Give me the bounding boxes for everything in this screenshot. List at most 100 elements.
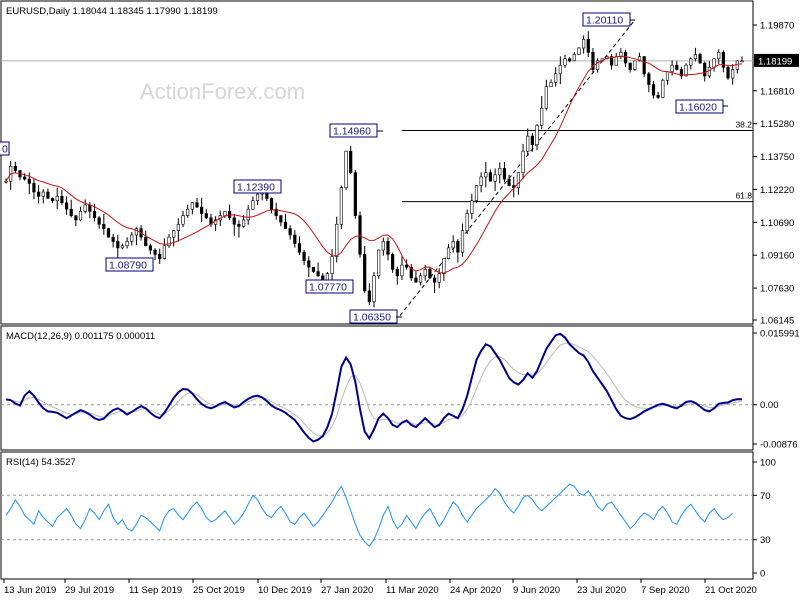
candle-body: [558, 64, 562, 75]
candle-body: [130, 234, 134, 242]
candle-body: [190, 202, 194, 210]
candle-body: [344, 150, 348, 189]
candle-body: [106, 228, 111, 238]
candle-body: [633, 60, 637, 70]
candle-body: [661, 79, 665, 98]
candle-body: [642, 56, 646, 75]
candle-body: [241, 219, 246, 227]
macd-tick-label: 0.00: [760, 400, 779, 411]
candle-body: [493, 174, 497, 182]
candle-body: [120, 245, 125, 249]
candle-body: [675, 64, 679, 70]
candle-body: [97, 217, 101, 225]
candle-body: [460, 230, 465, 253]
candle-body: [293, 234, 297, 244]
x-tick-label: 23 Jul 2020: [577, 585, 626, 596]
rsi-tick-label: 70: [760, 491, 771, 502]
candle-body: [302, 251, 306, 262]
candle-body: [707, 67, 711, 77]
candle-body: [204, 213, 208, 219]
candle-body: [544, 86, 548, 109]
candle-body: [684, 64, 688, 77]
candle-body: [535, 125, 539, 146]
candle-body: [325, 273, 330, 281]
candle-body: [414, 277, 418, 283]
candle-body: [251, 200, 255, 210]
candle-body: [568, 58, 572, 62]
candle-body: [167, 236, 171, 247]
candle-body: [23, 176, 27, 180]
candle-body: [423, 269, 427, 277]
candle-body: [283, 221, 288, 229]
candle-body: [526, 135, 530, 152]
candle-body: [432, 277, 437, 283]
x-tick-label: 24 Apr 2020: [450, 585, 501, 596]
candle-body: [479, 176, 483, 186]
candle-body: [670, 64, 674, 72]
macd-line: [5, 332, 742, 443]
x-tick-label: 29 Jul 2019: [65, 585, 114, 596]
x-axis: 13 Jun 2019 29 Jul 2019 11 Sep 2019 25 Oct …: [3, 579, 757, 596]
candle-body: [474, 185, 479, 201]
candle-body: [195, 202, 199, 208]
candle-body: [78, 211, 83, 221]
price-annotation-box: [233, 179, 282, 194]
candle-body: [363, 254, 367, 292]
x-tick-label: 7 Sep 2020: [641, 585, 690, 596]
rsi-tick-label: 100: [760, 458, 776, 469]
candle-body: [74, 215, 78, 221]
candle-body: [186, 208, 190, 216]
candle-body: [27, 178, 31, 184]
candle-body: [200, 206, 204, 214]
candle-body: [64, 202, 69, 210]
candle-body: [698, 54, 702, 64]
macd-signal-line: [6, 342, 743, 437]
candle-body: [623, 51, 628, 64]
x-tick-label: 27 Jan 2020: [321, 585, 373, 596]
candle-body: [530, 135, 534, 146]
candle-body: [172, 230, 176, 238]
candle-body: [591, 51, 595, 70]
candle-body: [614, 56, 618, 66]
candle-body: [125, 241, 129, 247]
candle-body: [628, 62, 632, 70]
price-tick-label: 1.15280: [760, 119, 794, 130]
price-header: EURUSD,Daily 1.18044 1.18345 1.17990 1.1…: [6, 6, 218, 17]
price-annotation-label: 1.12390: [237, 182, 275, 194]
price-annotation-label: 1.14960: [333, 126, 371, 138]
price-annotations: 1.20110 1.14960 1.12390 1.08790 1.07770 1.063…: [0, 12, 728, 324]
candle-body: [4, 180, 8, 183]
candles: [4, 31, 744, 308]
candle-body: [470, 200, 474, 214]
candle-body: [554, 73, 558, 83]
candle-body: [656, 94, 660, 98]
candle-body: [651, 84, 656, 96]
price-annotation-label: 1.08790: [109, 260, 147, 272]
candle-body: [274, 208, 278, 216]
candle-body: [717, 51, 721, 60]
candle-body: [158, 254, 162, 259]
candle-body: [563, 58, 567, 66]
candle-body: [288, 228, 292, 236]
candle-body: [111, 236, 115, 242]
candle-body: [502, 168, 507, 180]
candle-body: [162, 245, 166, 259]
current-price-box: [754, 53, 799, 67]
candle-body: [465, 213, 469, 231]
fib-levels: 38.2 61.8: [399, 19, 753, 316]
candle-body: [330, 256, 334, 274]
candle-body: [731, 69, 735, 79]
candle-body: [223, 211, 227, 216]
candle-body: [418, 275, 423, 283]
candle-body: [353, 172, 357, 216]
edge-annotation-label: 0: [2, 144, 8, 156]
current-price-label: 1.18199: [758, 56, 792, 67]
candle-body: [316, 271, 320, 277]
candle-body: [386, 241, 390, 255]
candle-body: [437, 273, 441, 283]
candle-body: [595, 60, 600, 70]
moving-average: [5, 55, 743, 274]
x-tick-label: 10 Dec 2019: [258, 585, 312, 596]
rsi-line: [5, 483, 734, 548]
price-panel-frame: [0, 0, 754, 325]
